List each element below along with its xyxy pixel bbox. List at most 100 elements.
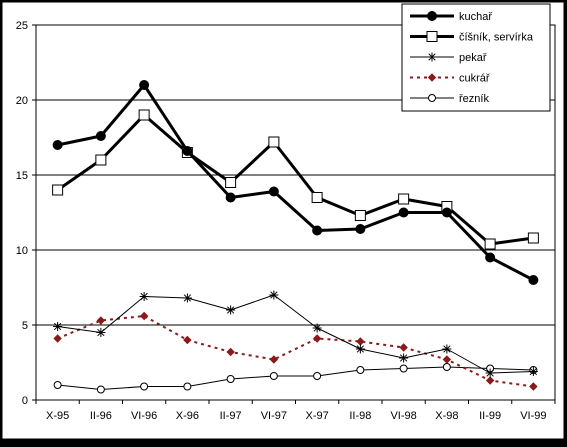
x-tick-label: X-97 <box>306 410 329 422</box>
x-tick-label: X-98 <box>435 410 458 422</box>
data-point <box>139 292 149 301</box>
data-point <box>355 344 365 354</box>
data-point <box>269 355 279 364</box>
data-point <box>485 368 495 378</box>
data-point <box>96 316 106 325</box>
data-point <box>269 290 279 300</box>
y-tick-label: 15 <box>16 170 28 182</box>
y-tick-label: 5 <box>22 320 28 332</box>
legend-swatch-marker <box>426 31 438 42</box>
legend-item: kuchař <box>410 11 492 23</box>
legend-item: řezník <box>410 93 489 105</box>
data-point <box>398 207 409 218</box>
data-point <box>313 372 322 380</box>
series-0 <box>52 80 539 285</box>
series-line <box>57 315 534 388</box>
y-tick-label: 0 <box>22 395 28 407</box>
data-point <box>441 207 452 218</box>
data-point <box>312 323 322 333</box>
legend-label: kuchař <box>459 11 492 23</box>
data-point <box>53 334 62 343</box>
data-point <box>226 375 235 383</box>
data-point <box>96 385 105 394</box>
data-point <box>269 372 278 380</box>
legend-swatch-marker <box>428 94 436 102</box>
axis-layer: 0 5 10 15 20 25 X-95 II-96 VI-96 X-96 II-97 VI-97 X-… <box>16 20 556 422</box>
series-line <box>57 83 535 282</box>
y-tick-label: 20 <box>16 95 28 107</box>
legend-item: pekař <box>410 52 487 64</box>
data-point <box>225 192 236 203</box>
data-point <box>226 305 236 315</box>
x-tick-label: II-97 <box>220 410 242 422</box>
data-point <box>398 193 410 205</box>
x-tick-label: VI-99 <box>520 410 546 422</box>
data-point <box>528 275 539 285</box>
legend-label: cukrář <box>459 73 490 85</box>
x-tick-label: VI-98 <box>390 410 416 422</box>
data-point <box>183 335 192 345</box>
legend-item: cukrář <box>410 73 490 85</box>
series-4 <box>53 363 538 394</box>
data-point <box>182 146 193 156</box>
data-point <box>527 232 539 244</box>
data-point <box>354 210 366 221</box>
data-point <box>53 322 63 331</box>
data-point <box>355 224 366 234</box>
data-point <box>356 366 365 374</box>
data-point <box>399 364 408 373</box>
legend-label: číšník, servírka <box>459 32 534 44</box>
data-point <box>268 136 280 148</box>
series-2 <box>53 290 538 378</box>
series-line <box>57 294 534 374</box>
data-point <box>529 382 538 391</box>
data-point <box>528 367 538 376</box>
data-point <box>96 328 106 337</box>
legend: kuchař číšník, servírka pekař cukrář řezník <box>401 3 551 112</box>
data-point <box>138 109 150 121</box>
data-point <box>183 382 192 391</box>
x-tick-label: II-98 <box>349 410 371 422</box>
data-point <box>52 184 64 196</box>
data-point <box>182 293 192 303</box>
legend-swatch-marker <box>427 73 437 82</box>
data-point <box>442 344 452 354</box>
data-point <box>484 238 496 250</box>
data-point <box>312 225 323 236</box>
x-tick-label: VI-97 <box>261 410 287 422</box>
data-point <box>399 343 408 352</box>
legend-swatch-marker <box>427 11 437 21</box>
data-point <box>485 252 496 263</box>
series-3 <box>53 311 538 391</box>
data-point <box>268 186 279 197</box>
y-tick-label: 25 <box>16 20 28 32</box>
data-point <box>52 140 63 150</box>
series-line <box>56 113 534 246</box>
data-point <box>485 376 495 385</box>
data-point <box>311 192 323 203</box>
legend-item: číšník, servírka <box>410 31 534 44</box>
x-tick-label: VI-96 <box>131 410 157 422</box>
data-point <box>399 353 409 363</box>
data-point <box>442 355 452 364</box>
data-point <box>140 382 149 391</box>
series-line <box>57 366 534 390</box>
data-point <box>53 381 62 389</box>
x-tick-label: X-96 <box>176 410 199 422</box>
x-tick-label: II-99 <box>479 410 501 422</box>
data-point <box>95 131 106 141</box>
legend-label: řezník <box>459 93 489 105</box>
data-point <box>312 334 322 343</box>
data-point <box>139 80 150 90</box>
data-point <box>226 347 235 357</box>
y-tick-label: 10 <box>16 245 28 257</box>
data-point <box>225 177 237 188</box>
x-tick-label: II-96 <box>90 410 112 422</box>
data-point <box>139 311 149 321</box>
data-point <box>442 363 451 371</box>
data-point <box>95 154 107 166</box>
series-layer <box>52 80 539 394</box>
x-tick-label: X-95 <box>46 410 69 422</box>
